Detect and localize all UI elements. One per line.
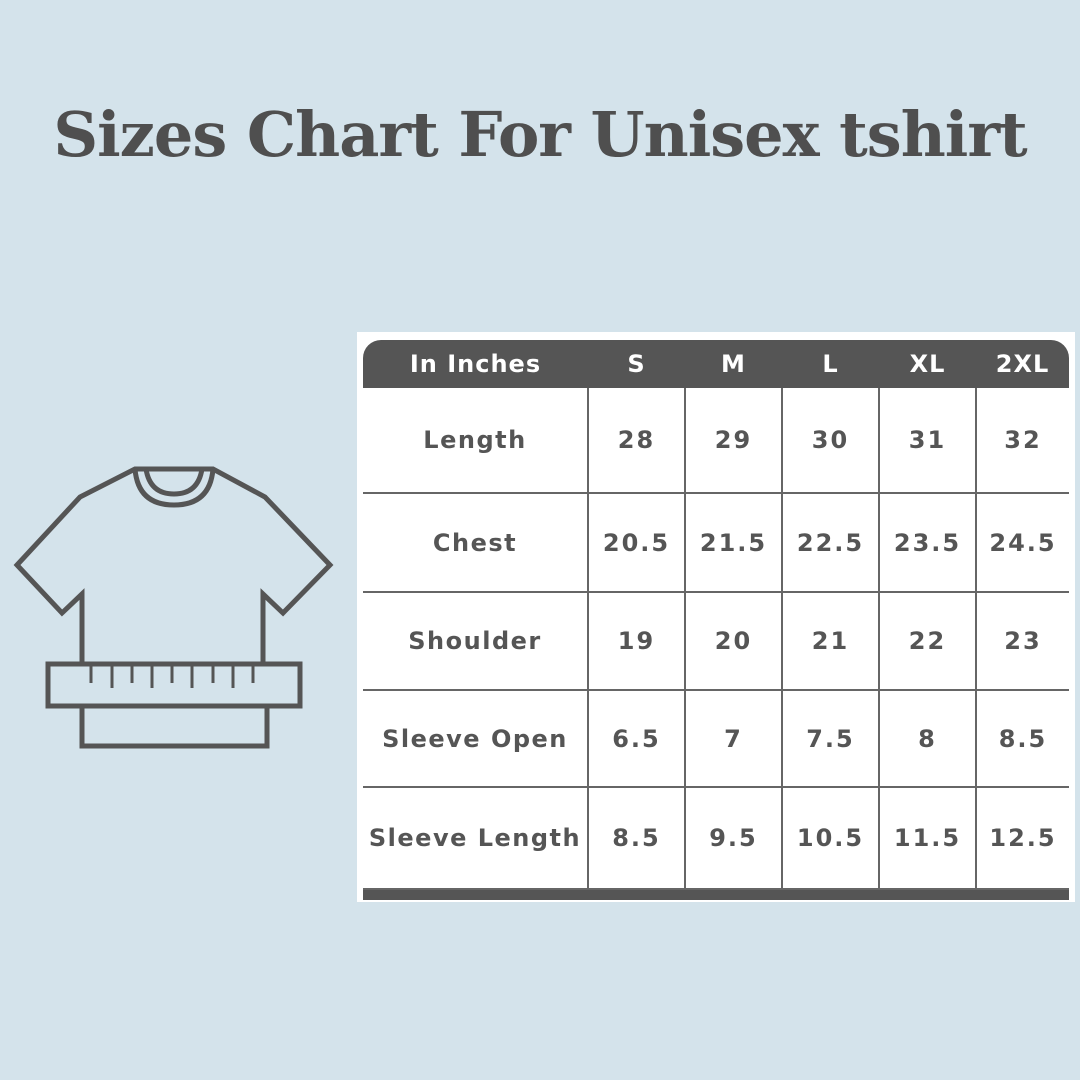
header-size-xl: XL [879,340,976,388]
table-cell: 11.5 [878,786,977,890]
row-label: Sleeve Open [363,689,589,788]
table-row: Length 28 29 30 31 32 [363,388,1069,494]
table-cell: 7.5 [781,689,880,788]
table-cell: 9.5 [684,786,783,890]
table-row: Chest 20.5 21.5 22.5 23.5 24.5 [363,492,1069,593]
size-chart-table: In Inches S M L XL 2XL Length 28 29 30 3… [357,332,1075,902]
row-label: Chest [363,492,589,593]
table-cell: 24.5 [975,492,1069,593]
table-cell: 22.5 [781,492,880,593]
table-cell: 28 [587,388,686,494]
table-cell: 29 [684,388,783,494]
table-cell: 7 [684,689,783,788]
header-size-m: M [685,340,782,388]
table-cell: 23 [975,591,1069,691]
row-label: Length [363,388,589,494]
table-cell: 20 [684,591,783,691]
table-bottom-bar [363,890,1069,900]
header-size-2xl: 2XL [976,340,1069,388]
row-label: Shoulder [363,591,589,691]
table-cell: 31 [878,388,977,494]
table-cell: 32 [975,388,1069,494]
table-cell: 30 [781,388,880,494]
table-row: Sleeve Length 8.5 9.5 10.5 11.5 12.5 [363,786,1069,890]
table-header-row: In Inches S M L XL 2XL [363,340,1069,388]
table-cell: 10.5 [781,786,880,890]
table-cell: 23.5 [878,492,977,593]
table-cell: 6.5 [587,689,686,788]
table-cell: 12.5 [975,786,1069,890]
table-cell: 22 [878,591,977,691]
tshirt-measure-icon [13,466,334,749]
table-cell: 20.5 [587,492,686,593]
table-cell: 8 [878,689,977,788]
table-cell: 21.5 [684,492,783,593]
header-size-l: L [782,340,879,388]
table-cell: 19 [587,591,686,691]
table-row: Sleeve Open 6.5 7 7.5 8 8.5 [363,689,1069,788]
row-label: Sleeve Length [363,786,589,890]
header-size-s: S [588,340,685,388]
table-cell: 8.5 [975,689,1069,788]
header-unit: In Inches [363,340,588,388]
table-cell: 21 [781,591,880,691]
page-title: Sizes Chart For Unisex tshirt [53,98,1027,171]
table-cell: 8.5 [587,786,686,890]
table-row: Shoulder 19 20 21 22 23 [363,591,1069,691]
